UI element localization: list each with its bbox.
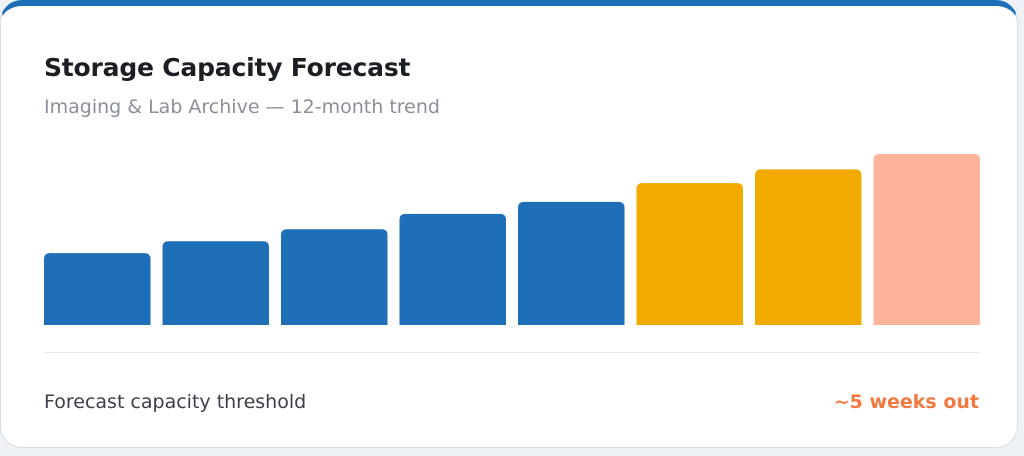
bar-4 [399,213,506,325]
bar-5 [518,201,625,325]
bar-7 [755,169,862,325]
threshold-label: Forecast capacity threshold [44,391,307,413]
divider [44,352,980,353]
bar-6 [636,183,743,325]
bar-2 [162,241,269,325]
bar-3 [281,229,388,325]
bar-1 [44,253,151,325]
bar-8 [873,154,980,325]
threshold-value: ~5 weeks out [833,391,979,413]
card-subtitle: Imaging & Lab Archive — 12-month trend [44,96,440,118]
card-title: Storage Capacity Forecast [44,53,411,82]
